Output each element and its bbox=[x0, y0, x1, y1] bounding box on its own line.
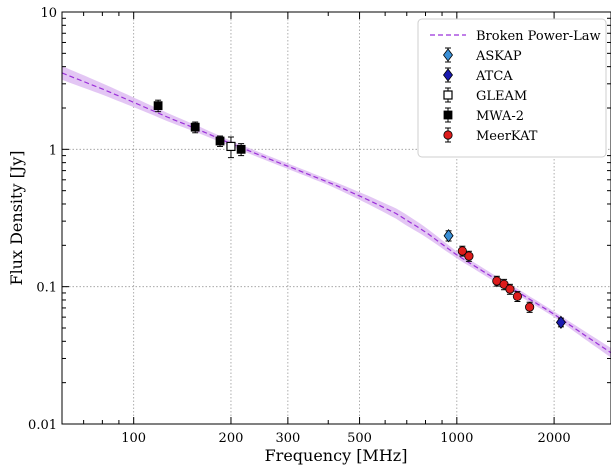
gleam-point bbox=[226, 141, 236, 152]
meerkat-point bbox=[505, 284, 515, 294]
legend-label-mwa-2: MWA-2 bbox=[476, 109, 524, 124]
legend: Broken Power-Law ASKAP ATCA GLEAM MWA-2 MeerK… bbox=[417, 18, 607, 158]
tick-labels: 100 200 300 500 1000 2000 0.01 0.1 1 10 bbox=[28, 6, 571, 446]
legend-box bbox=[417, 18, 607, 158]
legend-marker-atca bbox=[443, 68, 453, 82]
y-tick-label: 0.1 bbox=[36, 281, 57, 296]
legend-marker-gleam bbox=[443, 90, 453, 100]
y-tick-label: 0.01 bbox=[28, 418, 57, 433]
atca-point bbox=[555, 315, 566, 329]
mwa-2-point bbox=[190, 122, 200, 132]
meerkat-point bbox=[525, 302, 535, 312]
legend-label-meerkat: MeerKAT bbox=[476, 129, 538, 144]
mwa-2-point bbox=[215, 136, 225, 146]
legend-marker-askap bbox=[443, 48, 453, 62]
legend-label-atca: ATCA bbox=[475, 69, 513, 84]
broken-power-law-line bbox=[62, 72, 611, 354]
legend-label-askap: ASKAP bbox=[475, 49, 522, 64]
mwa-2-point bbox=[236, 144, 246, 154]
mwa-2-point bbox=[153, 101, 163, 111]
legend-label-gleam: GLEAM bbox=[476, 89, 527, 104]
x-tick-label: 100 bbox=[121, 431, 146, 446]
model-line-layer bbox=[62, 72, 611, 354]
x-tick-label: 200 bbox=[219, 431, 244, 446]
askap-point bbox=[443, 229, 454, 243]
y-axis-label: Flux Density [Jy] bbox=[7, 150, 26, 285]
legend-label-broken-power-law: Broken Power-Law bbox=[476, 29, 601, 44]
meerkat-point bbox=[512, 291, 523, 301]
x-tick-label: 500 bbox=[347, 431, 372, 446]
y-tick-label: 10 bbox=[40, 6, 57, 21]
legend-marker-mwa-2 bbox=[443, 110, 453, 120]
x-tick-label: 1000 bbox=[440, 431, 473, 446]
axis-ticks bbox=[61, 11, 611, 425]
meerkat-point bbox=[464, 251, 474, 261]
legend-marker-meerkat bbox=[443, 130, 453, 140]
x-tick-label: 300 bbox=[275, 431, 300, 446]
plot-frame bbox=[61, 11, 611, 425]
x-axis-label: Frequency [MHz] bbox=[265, 446, 408, 465]
data-points bbox=[153, 99, 566, 329]
y-tick-label: 1 bbox=[49, 143, 57, 158]
x-tick-label: 2000 bbox=[538, 431, 571, 446]
